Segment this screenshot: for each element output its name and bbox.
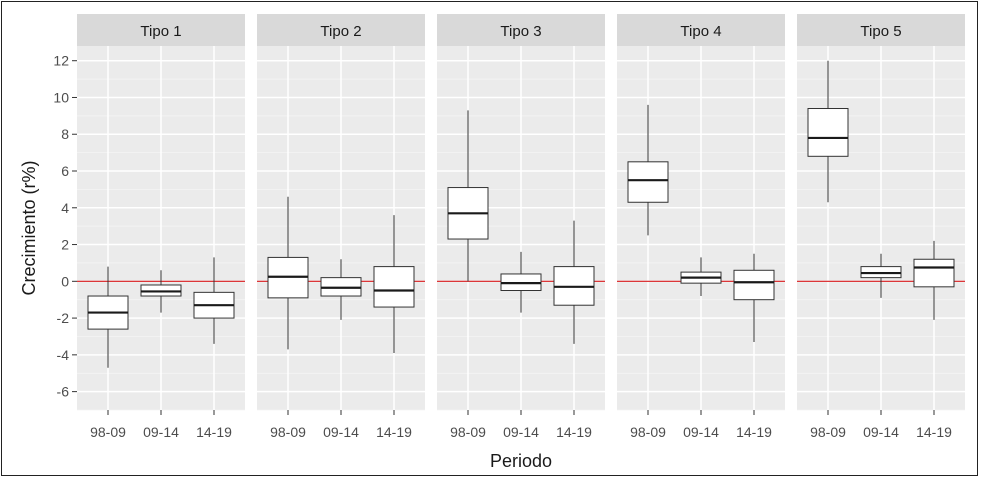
facet-strip [797, 14, 965, 46]
x-tick-label: 14-19 [376, 424, 412, 440]
y-tick-label: 0 [61, 273, 69, 289]
x-tick-label: 98-09 [450, 424, 486, 440]
x-tick-label: 98-09 [810, 424, 846, 440]
facet-strip-title: Tipo 2 [320, 23, 361, 40]
x-tick-label: 09-14 [143, 424, 179, 440]
box-iqr [373, 266, 415, 308]
x-tick-label: 98-09 [90, 424, 126, 440]
y-tick-label: 2 [61, 237, 69, 253]
box-iqr [913, 258, 955, 288]
facet-strip [617, 14, 785, 46]
x-tick-label: 09-14 [863, 424, 899, 440]
y-tick-label: 10 [53, 89, 69, 105]
facet-strip-title: Tipo 5 [860, 23, 901, 40]
x-tick-label: 14-19 [736, 424, 772, 440]
y-tick-label: 12 [53, 53, 69, 69]
y-axis-title: Crecimiento (r%) [19, 160, 39, 295]
box-iqr [807, 108, 849, 157]
facet-strip-title: Tipo 3 [500, 23, 541, 40]
y-tick-label: -6 [57, 384, 70, 400]
box-iqr [733, 269, 775, 301]
x-tick-label: 14-19 [196, 424, 232, 440]
y-tick-label: 6 [61, 163, 69, 179]
y-tick-label: -2 [57, 310, 70, 326]
y-tick-label: -4 [57, 347, 70, 363]
facet-strip-title: Tipo 4 [680, 23, 721, 40]
x-tick-label: 98-09 [270, 424, 306, 440]
box-iqr [627, 161, 669, 203]
x-tick-label: 98-09 [630, 424, 666, 440]
x-tick-label: 14-19 [916, 424, 952, 440]
x-tick-label: 14-19 [556, 424, 592, 440]
x-tick-label: 09-14 [503, 424, 539, 440]
facet-strip [77, 14, 245, 46]
facet-strip [257, 14, 425, 46]
facet-strip [437, 14, 605, 46]
x-tick-label: 09-14 [323, 424, 359, 440]
x-tick-label: 09-14 [683, 424, 719, 440]
facet-strip-title: Tipo 1 [140, 23, 181, 40]
x-axis-title: Periodo [490, 451, 552, 471]
y-tick-label: 4 [61, 200, 69, 216]
y-tick-label: 8 [61, 126, 69, 142]
